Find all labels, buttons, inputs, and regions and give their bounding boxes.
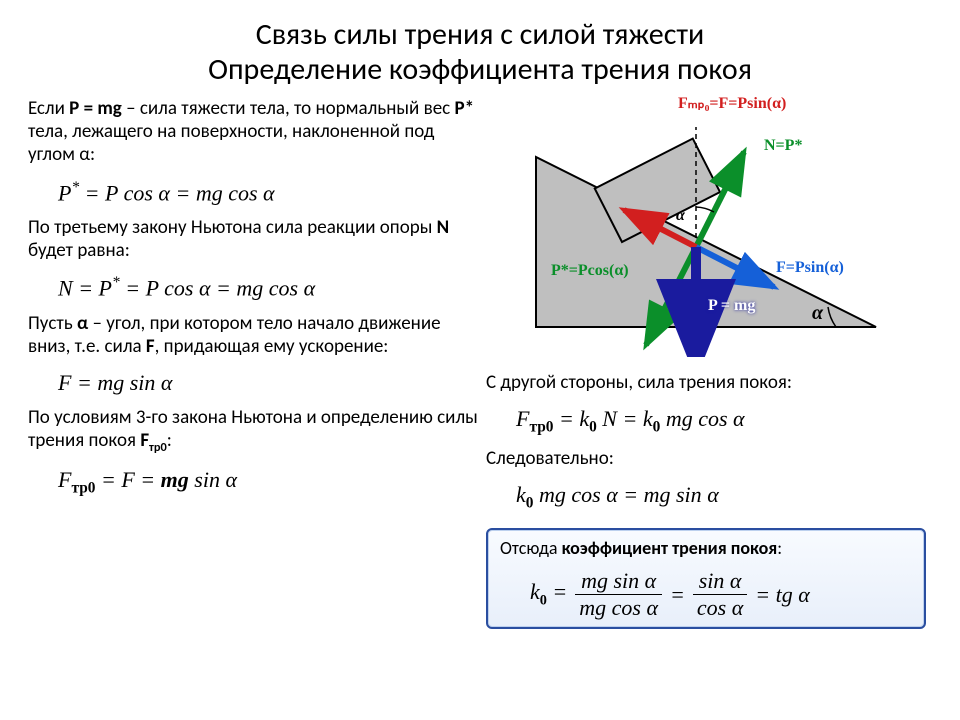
right-p2: Следовательно: bbox=[486, 447, 926, 470]
label-alpha-big: α bbox=[812, 302, 823, 325]
left-p1: Если P = mg – сила тяжести тела, то норм… bbox=[28, 97, 478, 167]
right-p1: С другой стороны, сила трения покоя: bbox=[486, 371, 926, 394]
result-box: Отсюда коэффициент трения покоя: k0 = mg… bbox=[486, 528, 926, 629]
label-pstar: P*=Pcos(α) bbox=[551, 262, 629, 280]
label-ftr: Fₘₚ₀=F=Psin(α) bbox=[678, 93, 786, 113]
result-title: Отсюда коэффициент трения покоя: bbox=[500, 538, 912, 560]
left-column: Если P = mg – сила тяжести тела, то норм… bbox=[28, 97, 478, 629]
title-line-2: Определение коэффициента трения покоя bbox=[208, 51, 752, 88]
formula-ftr-kn: Fтр0 = k0 N = k0 mg cos α bbox=[486, 398, 926, 446]
right-column: Fₘₚ₀=F=Psin(α) N=P* P*=Pcos(α) F=Psin(α)… bbox=[486, 97, 926, 629]
slide-title: Связь силы трения с силой тяжести Опреде… bbox=[0, 0, 960, 97]
label-alpha-small: α bbox=[676, 207, 685, 225]
formula-n: N = P* = P cos α = mg cos α bbox=[28, 266, 478, 311]
label-p: P = mg bbox=[708, 297, 755, 315]
left-p3: Пусть α – угол, при котором тело начало … bbox=[28, 312, 478, 358]
formula-f: F = mg sin α bbox=[28, 362, 478, 406]
result-formula: k0 = mg sin αmg cos α = sin αcos α = tg … bbox=[500, 564, 912, 621]
formula-ftr0: Fтр0 = F = mg sin α bbox=[28, 459, 478, 507]
label-fslope: F=Psin(α) bbox=[776, 259, 844, 277]
left-p4: По условиям 3-го закона Ньютона и опреде… bbox=[28, 406, 478, 455]
left-p2: По третьему закону Ньютона сила реакции … bbox=[28, 216, 478, 262]
formula-equate: k0 mg cos α = mg sin α bbox=[486, 474, 926, 522]
inclined-plane-diagram: Fₘₚ₀=F=Psin(α) N=P* P*=Pcos(α) F=Psin(α)… bbox=[516, 97, 896, 357]
label-n: N=P* bbox=[764, 137, 802, 155]
title-line-1: Связь силы трения с силой тяжести bbox=[256, 16, 705, 53]
formula-pstar: P* = P cos α = mg cos α bbox=[28, 171, 478, 216]
